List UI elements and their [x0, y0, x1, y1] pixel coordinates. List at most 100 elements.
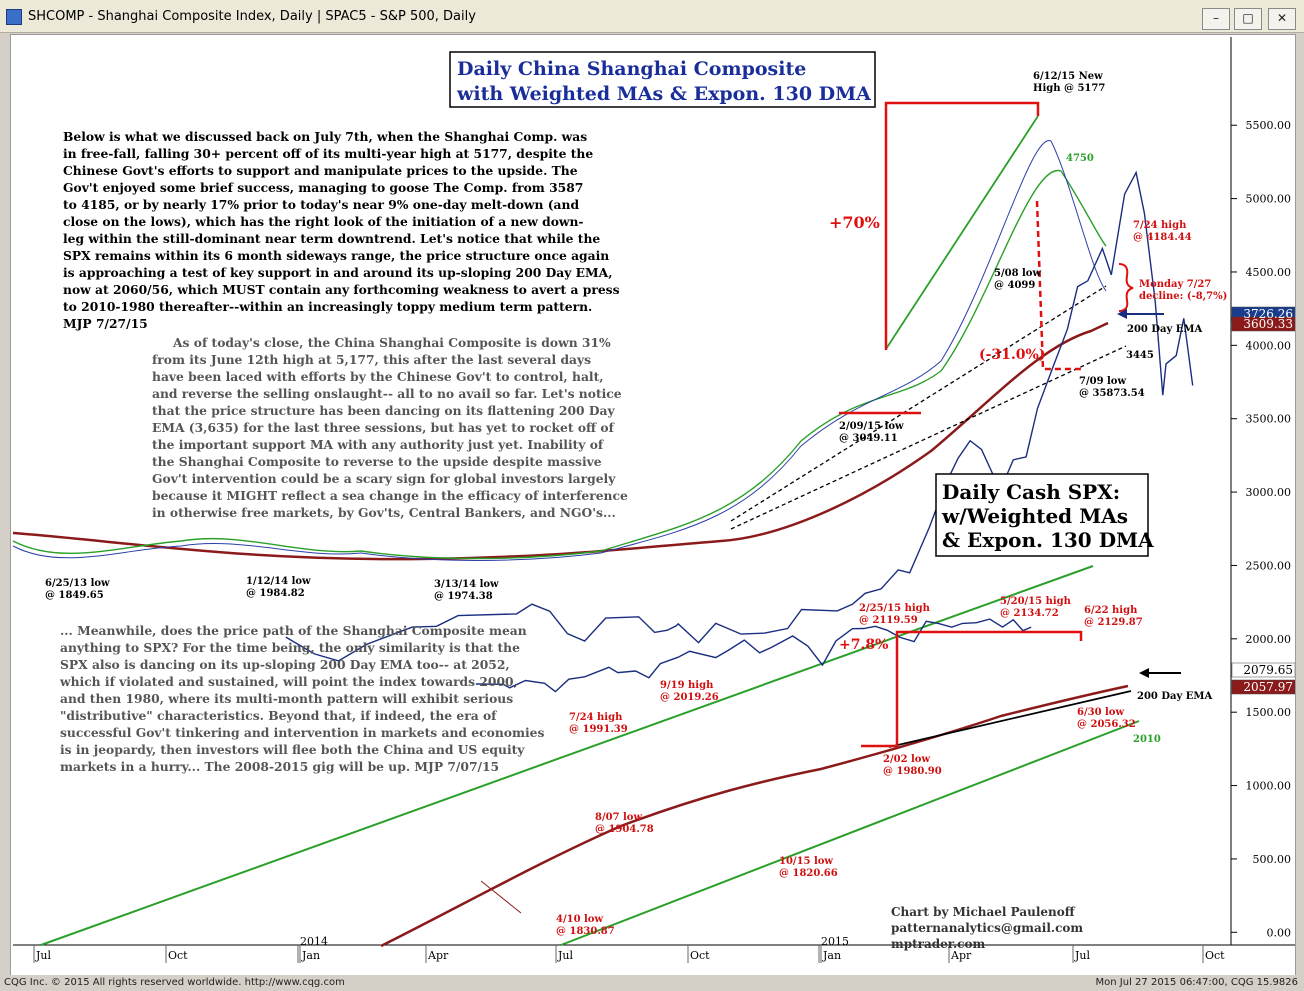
channel-label: 4750 [1066, 153, 1094, 164]
commentary-para-1: MJP 7/27/15 [63, 316, 148, 331]
x-tick-label: 2015 [821, 935, 849, 948]
shanghai-annotation: @ 1974.38 [434, 591, 493, 602]
shanghai-title-line-1: Daily China Shanghai Composite [457, 58, 806, 80]
commentary-para-3: ... Meanwhile, does the price path of th… [60, 623, 527, 638]
channel-label: 3445 [1126, 350, 1154, 361]
commentary-para-3: and then 1980, where its multi-month pat… [60, 691, 513, 706]
decline-brace [1118, 263, 1134, 312]
spx-annotation: +7.8% [839, 637, 888, 653]
shanghai-annotation: @ 1984.82 [246, 588, 305, 599]
commentary-para-2: have been laced with efforts by the Chin… [152, 369, 604, 384]
shanghai-annotation: 6/25/13 low [45, 578, 110, 589]
shanghai-title-line-2: with Weighted MAs & Expon. 130 DMA [456, 83, 871, 105]
spx-annotation: 10/15 low [779, 856, 833, 867]
spx-arrow-head [1139, 668, 1149, 678]
shanghai-arrow-head [1117, 309, 1127, 319]
commentary-para-1: SPX remains within its 6 month sideways … [63, 248, 609, 263]
commentary-para-1: in free-fall, falling 30+ percent off of… [63, 146, 593, 161]
commentary-para-2: and reverse the selling onslaught-- all … [152, 386, 622, 401]
shanghai-green-trendline [885, 115, 1039, 350]
x-tick-label: Jul [1074, 949, 1090, 962]
y-tick-label: 4500.00 [1246, 266, 1292, 279]
y-tick-label: 500.00 [1253, 853, 1292, 866]
shanghai-annotation: @ 3049.11 [839, 433, 898, 444]
commentary-para-2: Gov't intervention could be a scary sign… [152, 471, 616, 486]
shanghai-annotation: 7/24 high [1133, 220, 1187, 231]
spx-annotation: 8/07 low [595, 812, 642, 823]
shanghai-annotation: 1/12/14 low [246, 576, 311, 587]
chart-texts: 5500.00 5000.00 4500.00 4000.00 3500.00 3000.… [35, 58, 1293, 962]
shanghai-annotation: 3/13/14 low [434, 579, 499, 590]
window-titlebar: SHCOMP - Shanghai Composite Index, Daily… [0, 0, 1304, 33]
x-tick-label: Jan [822, 949, 841, 962]
x-tick-label: Jan [301, 949, 320, 962]
x-tick-label: Jul [557, 949, 573, 962]
ema-lines [12, 140, 1129, 948]
y-tick-label: 3500.00 [1246, 413, 1292, 426]
spx-title-line: Daily Cash SPX: [942, 480, 1120, 504]
x-tick-label: Apr [427, 949, 449, 962]
commentary-para-3: SPX also is dancing on its up-sloping 20… [60, 657, 510, 672]
y-tick-label: 2000.00 [1246, 633, 1292, 646]
x-tick-label: Oct [168, 949, 188, 962]
commentary-para-2: the Shanghai Composite to reverse to the… [152, 454, 602, 469]
close-button[interactable]: ✕ [1268, 8, 1296, 30]
minimize-button[interactable]: – [1202, 8, 1230, 30]
commentary-para-1: close on the lows), which has the right … [63, 214, 584, 229]
commentary-para-2: EMA (3,635) for the last three sessions,… [152, 420, 615, 435]
spx-annotation: @ 1980.90 [883, 766, 942, 777]
commentary-para-1: now at 2060/56, which MUST contain any f… [63, 282, 620, 297]
spx-annotation: 9/19 high [660, 680, 714, 691]
price-label: 3726.26 [1243, 307, 1293, 321]
spx-annotation: 5/20/15 high [1000, 596, 1072, 607]
window-title: SHCOMP - Shanghai Composite Index, Daily… [28, 9, 476, 24]
shanghai-annotation: @ 4099 [994, 280, 1035, 291]
spx-annotation: @ 2019.26 [660, 692, 719, 703]
shanghai-dashed-support-1 [730, 285, 1107, 522]
shanghai-annotation: decline: (-8,7%) [1139, 291, 1227, 302]
price-label: 3609.33 [1243, 317, 1293, 331]
spx-annotation: 2/02 low [883, 754, 930, 765]
copyright-text: CQG Inc. © 2015 All rights reserved worl… [4, 977, 345, 988]
y-tick-label: 5000.00 [1246, 193, 1292, 206]
shanghai-dashed-support-2 [730, 345, 1127, 530]
shanghai-ma-blue [12, 140, 1107, 561]
spx-annotation: @ 2119.59 [859, 615, 918, 626]
commentary-para-3: is in jeopardy, then investors will flee… [60, 742, 525, 757]
y-tick-label: 5500.00 [1246, 119, 1292, 132]
chart-credit: patternanalytics@gmail.com [891, 921, 1083, 935]
trend-lines [40, 115, 1140, 946]
shanghai-annotation: (-31.0%) [979, 347, 1045, 363]
channel-label: 200 Day EMA [1127, 324, 1202, 335]
shanghai-annotation: @ 1849.65 [45, 590, 104, 601]
price-label: 2057.97 [1243, 680, 1293, 694]
commentary-para-2: because it MIGHT reflect a sea change in… [152, 488, 628, 503]
commentary-para-2: from its June 12th high at 5,177, this a… [152, 352, 591, 367]
spx-annotation: 4/10 low [556, 914, 603, 925]
commentary-para-3: which if violated and sustained, will po… [59, 674, 518, 689]
chart-credit: Chart by Michael Paulenoff [891, 905, 1076, 919]
shanghai-annotation: High @ 5177 [1033, 83, 1105, 94]
x-tick-label: Oct [690, 949, 710, 962]
spx-annotation: @ 1904.78 [595, 824, 654, 835]
spx-upper-channel [40, 565, 1094, 946]
chart-panel[interactable]: 5500.00 5000.00 4500.00 4000.00 3500.00 3000.… [10, 34, 1296, 976]
spx-title-line: w/Weighted MAs [941, 504, 1128, 528]
spx-title-line: & Expon. 130 DMA [942, 528, 1154, 552]
chart-app-icon [6, 9, 22, 25]
shanghai-annotation: @ 35873.54 [1079, 388, 1145, 399]
spx-annotation: @ 1820.66 [779, 868, 838, 879]
channel-label: 200 Day EMA [1137, 691, 1212, 702]
price-lines [285, 170, 1194, 693]
shanghai-ema-line [12, 321, 1109, 561]
shanghai-annotation: Monday 7/27 [1139, 279, 1211, 290]
shanghai-annotation: @ 4184.44 [1133, 232, 1192, 243]
x-tick-label: 2014 [300, 935, 328, 948]
maximize-button[interactable]: □ [1234, 8, 1262, 30]
spx-annotation: 7/24 high [569, 712, 623, 723]
spx-annotation: 6/30 low [1077, 707, 1124, 718]
commentary-para-3: successful Gov't tinkering and intervent… [60, 725, 544, 740]
price-label: 2079.65 [1243, 663, 1293, 677]
spx-annotation: 6/22 high [1084, 605, 1138, 616]
x-tick-label: Oct [1205, 949, 1225, 962]
